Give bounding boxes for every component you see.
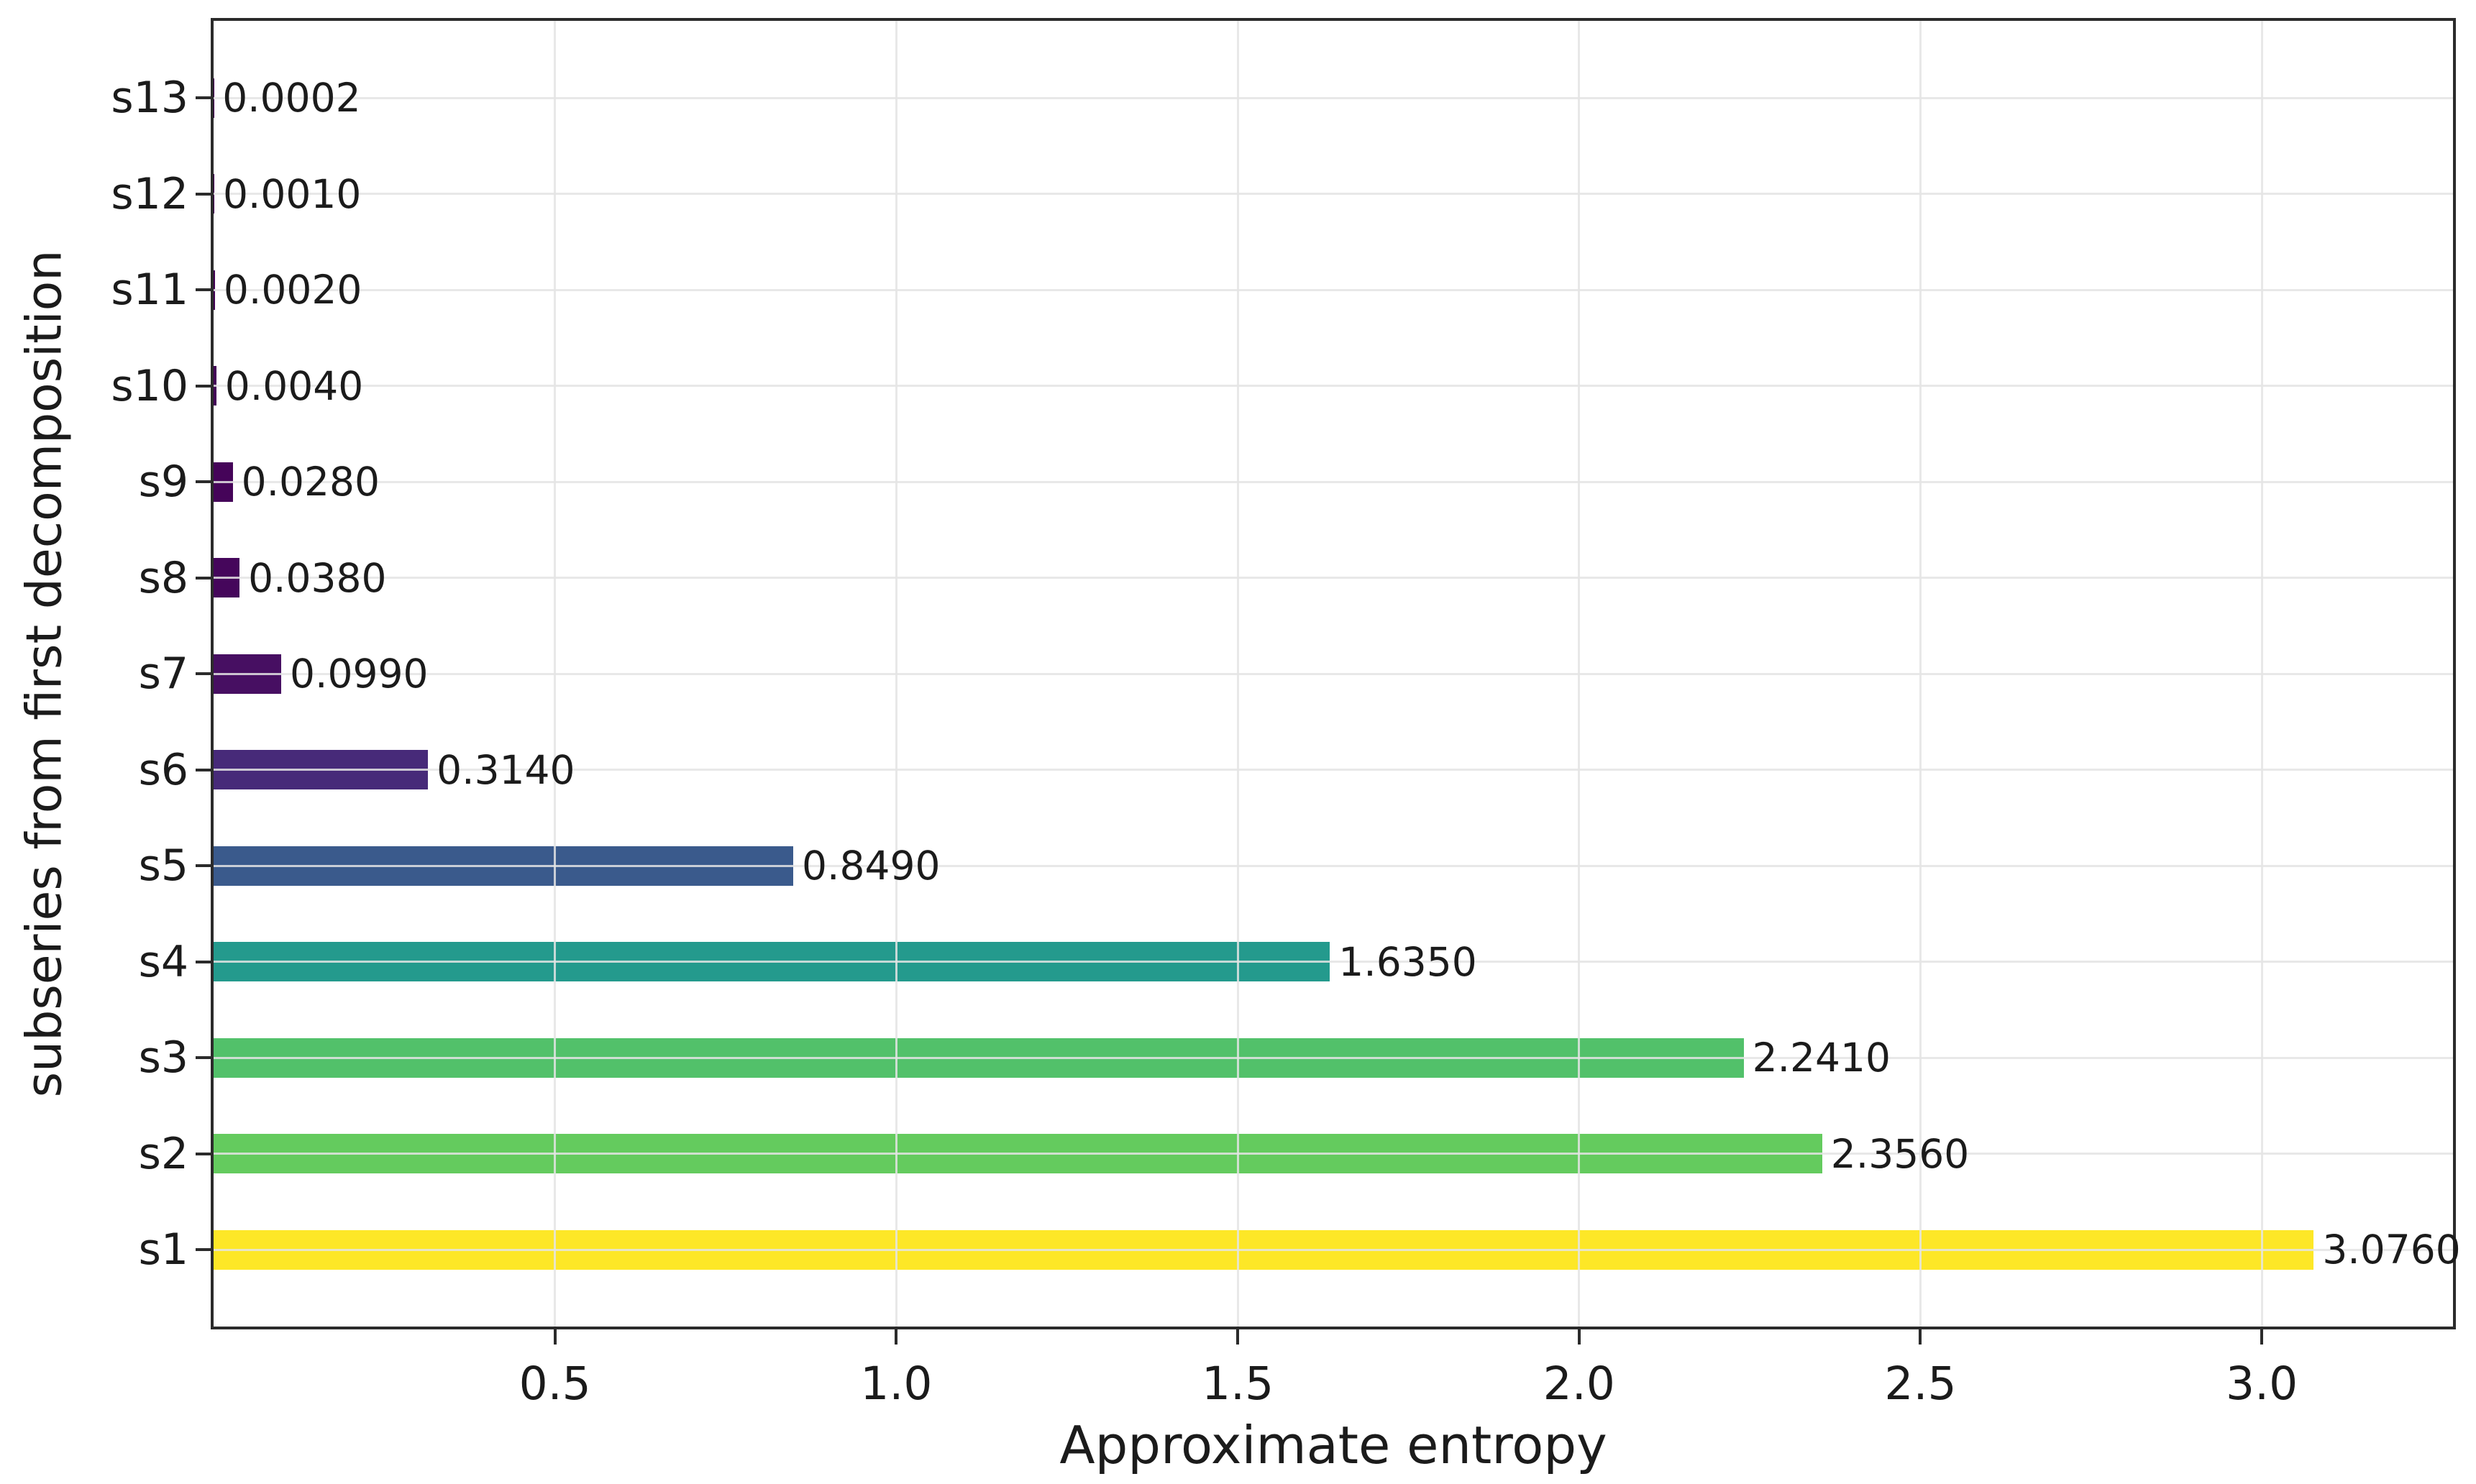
x-tick-mark bbox=[1236, 1329, 1240, 1345]
y-tick-label-s8: s8 bbox=[138, 552, 188, 603]
y-tick-label-s5: s5 bbox=[138, 841, 188, 891]
y-gridline bbox=[214, 864, 2453, 867]
value-label: 0.0040 bbox=[224, 362, 364, 409]
value-label: 2.3560 bbox=[1830, 1130, 1970, 1177]
value-label: 0.0002 bbox=[222, 75, 361, 121]
value-label: 0.0280 bbox=[241, 459, 380, 505]
x-tick-label: 0.5 bbox=[519, 1357, 591, 1410]
y-gridline bbox=[214, 1248, 2453, 1251]
y-gridline bbox=[214, 672, 2453, 675]
y-tick-label-s1: s1 bbox=[138, 1224, 188, 1275]
x-tick-label: 2.0 bbox=[1543, 1357, 1615, 1410]
y-gridline bbox=[214, 961, 2453, 963]
y-gridline bbox=[214, 769, 2453, 771]
y-tick-label-s4: s4 bbox=[138, 936, 188, 987]
y-tick-mark bbox=[196, 768, 211, 771]
y-tick-mark bbox=[196, 192, 211, 196]
y-tick-label-s12: s12 bbox=[111, 168, 188, 219]
y-tick-mark bbox=[196, 384, 211, 388]
y-gridline bbox=[214, 480, 2453, 483]
y-gridline bbox=[214, 385, 2453, 387]
y-tick-mark bbox=[196, 288, 211, 291]
value-label: 0.8490 bbox=[802, 843, 941, 889]
x-tick-label: 2.5 bbox=[1884, 1357, 1957, 1410]
y-tick-label-s9: s9 bbox=[138, 457, 188, 507]
y-gridline bbox=[214, 193, 2453, 195]
y-gridline bbox=[214, 288, 2453, 291]
x-axis-title: Approximate entropy bbox=[1059, 1415, 1607, 1475]
value-label: 2.2410 bbox=[1752, 1035, 1891, 1081]
x-tick-label: 3.0 bbox=[2226, 1357, 2298, 1410]
y-tick-label-s10: s10 bbox=[111, 360, 188, 411]
y-tick-label-s11: s11 bbox=[111, 265, 188, 315]
x-gridline bbox=[895, 21, 897, 1327]
x-tick-mark bbox=[2260, 1329, 2264, 1345]
x-tick-label: 1.0 bbox=[860, 1357, 933, 1410]
x-gridline bbox=[1236, 21, 1239, 1327]
y-tick-mark bbox=[196, 864, 211, 867]
y-tick-mark bbox=[196, 672, 211, 675]
y-gridline bbox=[214, 1056, 2453, 1059]
y-tick-label-s3: s3 bbox=[138, 1032, 188, 1083]
y-tick-mark bbox=[196, 960, 211, 963]
value-label: 0.0990 bbox=[289, 651, 429, 697]
x-gridline bbox=[554, 21, 557, 1327]
y-tick-label-s6: s6 bbox=[138, 744, 188, 795]
y-tick-label-s7: s7 bbox=[138, 649, 188, 699]
y-tick-label-s13: s13 bbox=[111, 73, 188, 123]
x-gridline bbox=[2260, 21, 2263, 1327]
x-tick-mark bbox=[1919, 1329, 1922, 1345]
y-tick-mark bbox=[196, 576, 211, 580]
y-tick-label-s2: s2 bbox=[138, 1128, 188, 1179]
x-tick-label: 1.5 bbox=[1201, 1357, 1274, 1410]
x-tick-mark bbox=[895, 1329, 898, 1345]
value-label: 1.6350 bbox=[1338, 938, 1477, 985]
y-tick-mark bbox=[196, 480, 211, 483]
value-label: 0.0010 bbox=[222, 170, 362, 217]
y-gridline bbox=[214, 1153, 2453, 1155]
x-tick-mark bbox=[1577, 1329, 1581, 1345]
y-tick-mark bbox=[196, 1152, 211, 1155]
value-label: 3.0760 bbox=[2322, 1227, 2461, 1273]
x-tick-mark bbox=[553, 1329, 557, 1345]
y-tick-mark bbox=[196, 1056, 211, 1059]
y-tick-mark bbox=[196, 1248, 211, 1251]
value-label: 0.0020 bbox=[223, 267, 362, 313]
y-tick-mark bbox=[196, 96, 211, 99]
value-label: 0.3140 bbox=[437, 746, 575, 793]
value-label: 0.0380 bbox=[248, 554, 387, 601]
x-gridline bbox=[1578, 21, 1581, 1327]
x-gridline bbox=[1919, 21, 1922, 1327]
y-gridline bbox=[214, 577, 2453, 579]
plot-area: 0.0002 0.0010 0.0020 0.0040 0.0280 0.0380 0.09… bbox=[211, 18, 2461, 1329]
y-gridline bbox=[214, 96, 2453, 99]
